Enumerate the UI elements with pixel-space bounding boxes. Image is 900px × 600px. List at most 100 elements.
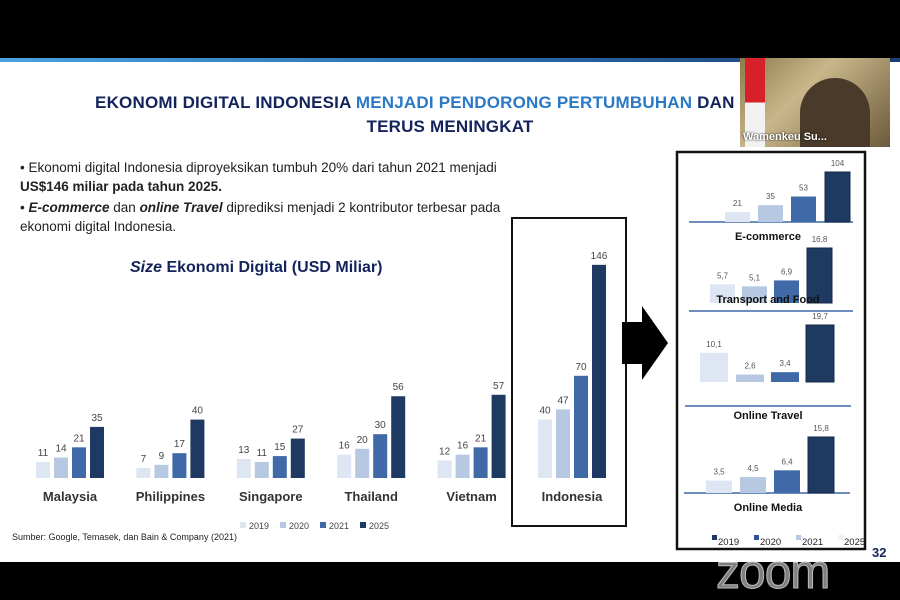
data-label: 2,6 — [744, 361, 756, 370]
sector-label-online-media: Online Media — [734, 502, 803, 514]
bullet-1: • Ekonomi digital Indonesia diproyeksika… — [20, 160, 497, 194]
bar-vietnam-2025 — [491, 394, 506, 478]
bar-online-media-2020 — [740, 477, 766, 493]
bar-indonesia-2025 — [592, 264, 606, 478]
chart-title: Size Ekonomi Digital (USD Miliar) — [130, 259, 382, 277]
title-line-2: TERUS MENINGKAT — [366, 117, 534, 136]
data-label: 11 — [38, 448, 49, 459]
indonesia-highlight-box — [511, 217, 627, 527]
data-label: 5,1 — [749, 273, 761, 282]
data-label: 47 — [557, 395, 569, 406]
data-label: 16,8 — [812, 235, 828, 244]
bullet-text: dan — [109, 200, 140, 215]
chart-title-italic: Size — [130, 259, 163, 276]
data-label: 13 — [238, 445, 250, 456]
bar-singapore-2021 — [272, 456, 287, 478]
data-label: 70 — [575, 362, 587, 373]
bar-online-travel-2021 — [771, 372, 799, 382]
video-tile[interactable]: Wamenkeu Su... — [740, 58, 890, 147]
slide-top-bar — [0, 58, 900, 62]
legend-swatch-2021 — [796, 535, 801, 540]
data-label: 104 — [831, 159, 845, 168]
sector-label-online-travel: Online Travel — [733, 410, 802, 422]
category-label: Indonesia — [542, 489, 603, 504]
data-label: 15 — [274, 442, 286, 453]
data-label: 5,7 — [717, 271, 729, 280]
chart-title-rest: Ekonomi Digital (USD Miliar) — [162, 259, 383, 276]
participant-name: Wamenkeu Su... — [743, 131, 827, 143]
bar-singapore-2020 — [254, 461, 269, 478]
bar-indonesia-2020 — [556, 409, 570, 478]
data-label: 56 — [393, 382, 405, 393]
data-label: 10,1 — [706, 340, 722, 349]
participant-video — [800, 78, 870, 147]
data-label: 35 — [766, 192, 775, 201]
data-label: 35 — [91, 413, 103, 424]
data-label: 27 — [292, 425, 304, 436]
zoom-watermark: zoom — [715, 546, 830, 599]
bar-indonesia-2021 — [574, 375, 588, 478]
bullet-2: • E-commerce dan online Travel diprediks… — [20, 200, 501, 234]
bar-e-commerce-2019 — [725, 211, 750, 222]
data-label: 30 — [375, 420, 387, 431]
bar-thailand-2021 — [373, 434, 388, 478]
category-label: Vietnam — [446, 489, 496, 504]
legend-swatch-2025 — [360, 522, 366, 528]
bar-transport-and-food-2025 — [806, 247, 833, 304]
bar-e-commerce-2021 — [791, 196, 816, 222]
source-note: Sumber: Google, Temasek, dan Bain & Comp… — [12, 532, 237, 542]
data-label: 11 — [257, 448, 268, 459]
data-label: 9 — [159, 451, 165, 462]
legend-label: 2025 — [844, 537, 865, 548]
bar-vietnam-2020 — [455, 454, 470, 478]
legend-label: 2019 — [249, 521, 269, 531]
bullet-text: diprediksi menjadi 2 kontributor terbesa… — [20, 200, 501, 234]
data-label: 7 — [141, 454, 147, 465]
bar-indonesia-2019 — [538, 419, 552, 478]
bar-philippines-2025 — [190, 419, 205, 478]
data-label: 146 — [591, 251, 608, 262]
data-label: 3,5 — [713, 468, 725, 477]
data-label: 53 — [799, 184, 808, 193]
data-label: 40 — [192, 406, 204, 417]
sector-label-e-commerce: E-commerce — [735, 231, 801, 243]
bar-thailand-2025 — [391, 396, 406, 478]
bar-transport-and-food-2021 — [774, 280, 799, 303]
bar-transport-and-food-2020 — [742, 286, 767, 303]
data-label: 16 — [457, 441, 469, 452]
bar-online-travel-2019 — [700, 352, 728, 382]
flag — [745, 58, 765, 147]
bar-malaysia-2019 — [36, 461, 50, 478]
bar-malaysia-2020 — [54, 457, 68, 478]
data-label: 6,9 — [781, 267, 793, 276]
data-label: 17 — [174, 439, 186, 450]
legend-label: 2021 — [329, 521, 349, 531]
legend-label: 2021 — [802, 537, 823, 548]
bar-e-commerce-2020 — [758, 205, 783, 222]
bar-thailand-2020 — [355, 448, 370, 478]
category-label: Thailand — [344, 489, 398, 504]
data-label: 4,5 — [747, 464, 759, 473]
legend-swatch-2019 — [712, 535, 717, 540]
bar-singapore-2025 — [290, 438, 305, 478]
bullet-text: Ekonomi digital Indonesia diproyeksikan … — [28, 160, 497, 175]
data-label: 12 — [439, 446, 451, 457]
legend-label: 2019 — [718, 537, 739, 548]
data-label: 20 — [357, 435, 369, 446]
bar-philippines-2020 — [154, 464, 169, 478]
bar-online-media-2025 — [807, 436, 835, 494]
bullet-bold: US$146 miliar pada tahun 2025. — [20, 179, 222, 194]
bar-vietnam-2019 — [437, 460, 452, 478]
bar-malaysia-2021 — [72, 447, 86, 478]
data-label: 21 — [475, 433, 487, 444]
title-highlight: MENJADI PENDORONG PERTUMBUHAN — [355, 93, 693, 112]
bar-online-media-2021 — [774, 470, 800, 493]
data-label: 40 — [539, 406, 551, 417]
legend-label: 2020 — [760, 537, 781, 548]
legend-swatch-2025 — [838, 535, 843, 540]
bar-e-commerce-2025 — [824, 171, 851, 223]
data-label: 19,7 — [812, 312, 828, 321]
bar-philippines-2021 — [172, 453, 187, 478]
legend-swatch-2021 — [320, 522, 326, 528]
